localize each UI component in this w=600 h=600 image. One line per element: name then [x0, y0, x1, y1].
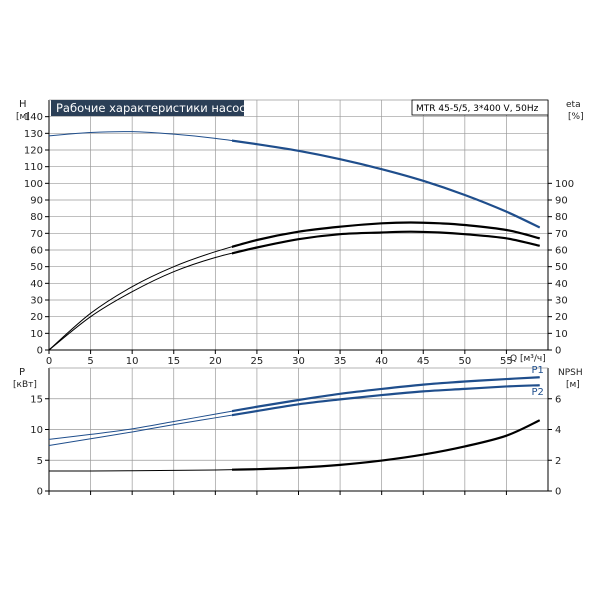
upper-left-tick-label: 100	[24, 179, 43, 190]
lower-right-tick-label: 2	[555, 456, 561, 467]
chart-title: Рабочие характеристики насоса	[56, 101, 253, 115]
upper-plot-grid	[49, 100, 548, 350]
upper-curve-efficiency-thin	[48, 231, 540, 351]
lower-left-tick-label: 0	[37, 487, 43, 498]
lower-plot-curves: P1 P2	[48, 365, 544, 472]
upper-curve-head-thin	[48, 131, 540, 228]
upper-right-tick-label: 20	[555, 312, 568, 323]
upper-right-tick-label: 40	[555, 279, 568, 290]
upper-left-tick-label: 0	[37, 346, 43, 357]
upper-left-tick-label: 50	[30, 262, 43, 273]
upper-x-tick-label: 5	[87, 356, 93, 367]
upper-x-tick-label: 10	[126, 356, 139, 367]
npsh-axis-unit: [м]	[566, 380, 580, 390]
upper-left-tick-label: 10	[30, 329, 43, 340]
upper-left-tick-label: 90	[30, 196, 43, 207]
upper-x-tick-label: 35	[334, 356, 347, 367]
lower-plot-grid	[49, 368, 548, 491]
upper-x-tick-label: 40	[375, 356, 388, 367]
upper-right-tick-label: 60	[555, 246, 568, 257]
flow-axis-label: Q [м³/ч]	[510, 354, 546, 364]
lower-left-tick-label: 5	[37, 456, 43, 467]
upper-left-tick-label: 120	[24, 146, 43, 157]
lower-left-tick-label: 10	[30, 425, 43, 436]
lower-curve-P2-thin	[48, 384, 540, 446]
lower-right-tick-label: 6	[555, 394, 561, 405]
upper-left-tick-label: 30	[30, 296, 43, 307]
upper-x-tick-label: 45	[417, 356, 430, 367]
upper-curve-efficiency-operating	[231, 230, 540, 255]
upper-right-tick-label: 10	[555, 329, 568, 340]
upper-x-tick-label: 55	[500, 356, 513, 367]
upper-x-tick-label: 50	[458, 356, 471, 367]
lower-curve-P1-thin	[48, 376, 540, 440]
lower-plot-axes: 0 5 10 15 0 2 4 6	[30, 367, 561, 498]
upper-plot-curves	[48, 131, 541, 351]
upper-left-tick-label: 80	[30, 212, 43, 223]
upper-right-tick-label: 100	[555, 179, 574, 190]
upper-right-tick-label: 0	[555, 346, 561, 357]
lower-curve-npsh-operating	[231, 419, 541, 471]
power-axis-label: P	[19, 367, 25, 378]
lower-right-tick-label: 0	[555, 487, 561, 498]
series-label-p2: P2	[531, 387, 543, 398]
upper-right-tick-label: 80	[555, 212, 568, 223]
lower-curve-P1-operating	[231, 376, 540, 413]
lower-curve-P2-operating	[231, 384, 540, 417]
npsh-axis-label: NPSH	[558, 368, 583, 378]
efficiency-axis-unit: [%]	[568, 112, 584, 122]
upper-left-tick-label: 60	[30, 246, 43, 257]
upper-x-tick-label: 25	[251, 356, 264, 367]
upper-left-tick-label: 130	[24, 129, 43, 140]
upper-left-tick-label: 20	[30, 312, 43, 323]
upper-plot-axes: 0102030405060708090100110120130140010203…	[24, 99, 574, 367]
efficiency-axis-label: eta	[566, 100, 581, 110]
head-axis-label: H	[19, 99, 27, 110]
upper-right-tick-label: 70	[555, 229, 568, 240]
upper-x-tick-label: 0	[46, 356, 52, 367]
upper-curve-efficiency-operating	[231, 221, 540, 248]
upper-right-tick-label: 90	[555, 196, 568, 207]
lower-left-tick-label: 15	[30, 394, 43, 405]
power-axis-unit: [кВт]	[13, 380, 37, 390]
pump-model: MTR 45-5/5, 3*400 V, 50Hz	[416, 104, 539, 114]
upper-x-tick-label: 30	[292, 356, 305, 367]
lower-right-tick-label: 4	[555, 425, 561, 436]
model-box	[411, 99, 549, 116]
head-axis-unit: [м]	[16, 112, 30, 122]
axis-labels: H [м] eta [%] Q [м³/ч] P [кВт] NPSH [м]	[13, 99, 584, 390]
chart-title-background	[51, 100, 244, 116]
upper-right-tick-label: 50	[555, 262, 568, 273]
upper-x-tick-label: 15	[167, 356, 180, 367]
upper-right-tick-label: 30	[555, 296, 568, 307]
upper-x-tick-label: 20	[209, 356, 222, 367]
upper-curve-head-operating	[231, 139, 541, 229]
upper-left-tick-label: 140	[24, 112, 43, 123]
upper-left-tick-label: 40	[30, 279, 43, 290]
upper-left-tick-label: 110	[24, 162, 43, 173]
upper-left-tick-label: 70	[30, 229, 43, 240]
upper-curve-efficiency-thin	[48, 221, 540, 351]
series-label-p1: P1	[531, 365, 543, 376]
